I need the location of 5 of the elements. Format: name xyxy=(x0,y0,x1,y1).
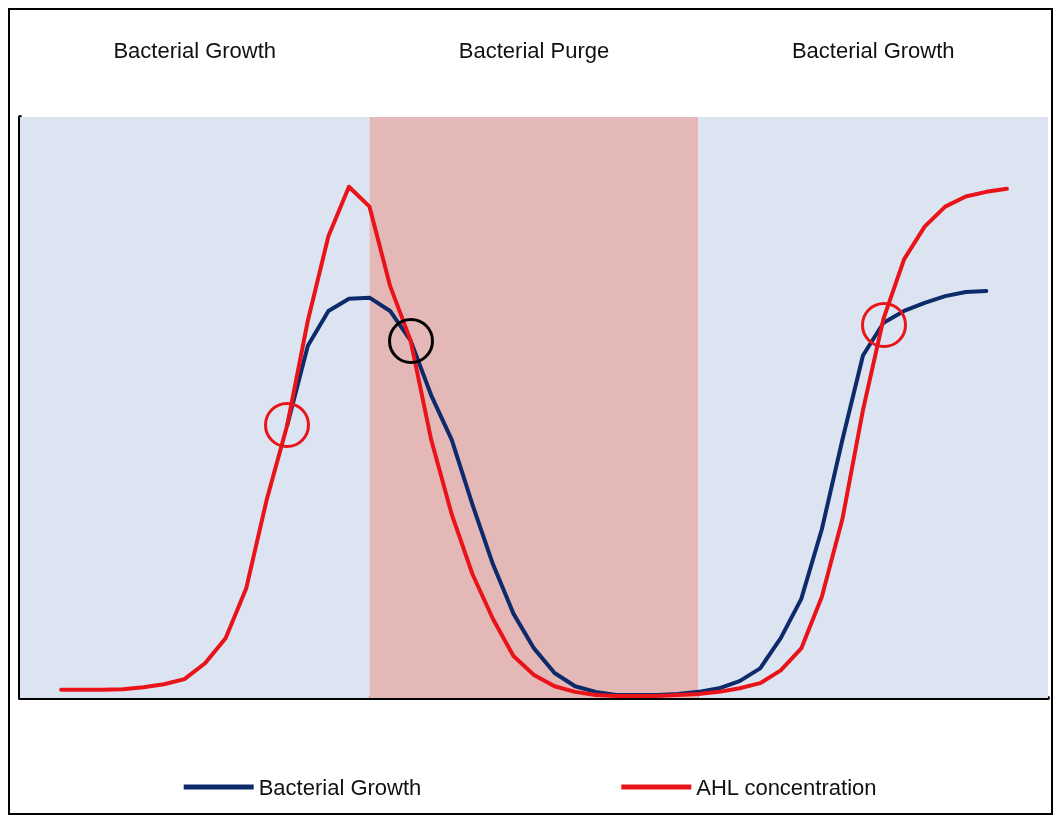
text: Bacterial Growth xyxy=(791,37,955,63)
text: Bacterial Purge xyxy=(458,37,610,63)
text: Bacterial Growth xyxy=(113,37,277,63)
legend-label: Bacterial Growth xyxy=(258,774,422,800)
legend-label: AHL concentration xyxy=(696,774,877,800)
